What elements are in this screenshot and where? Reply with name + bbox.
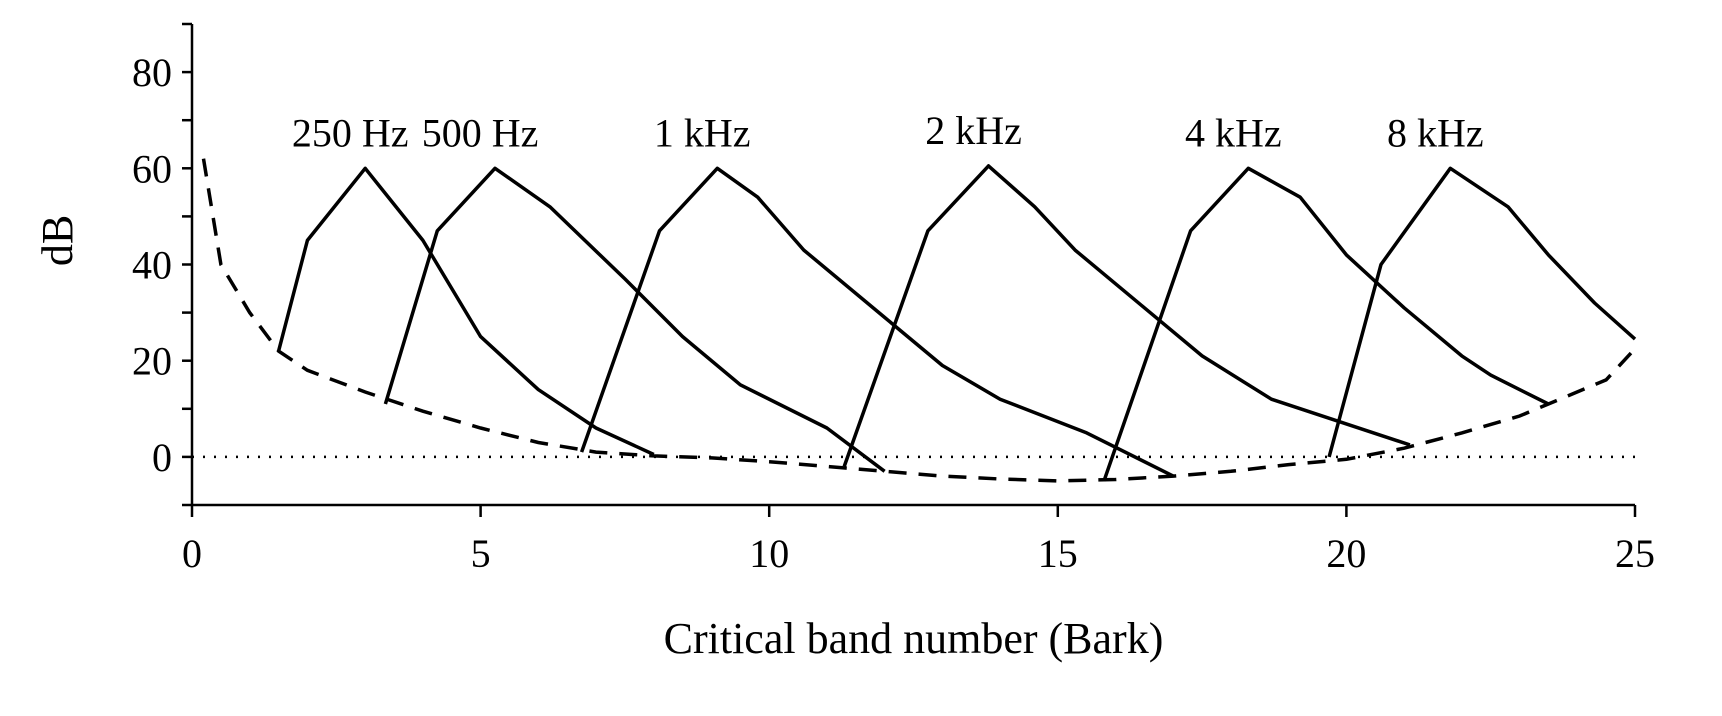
masking-curve-3 bbox=[579, 166, 1174, 478]
curve-label: 250 Hz bbox=[292, 110, 409, 155]
y-tick-label: 20 bbox=[132, 339, 172, 384]
x-tick-label: 0 bbox=[182, 531, 202, 576]
curve-label: 500 Hz bbox=[422, 110, 539, 155]
y-axis-title: dB bbox=[33, 215, 82, 266]
y-tick-label: 80 bbox=[132, 50, 172, 95]
x-tick-label: 15 bbox=[1038, 531, 1078, 576]
hearing-threshold-curve bbox=[201, 158, 1637, 483]
curve-label: 4 kHz bbox=[1185, 110, 1282, 155]
x-tick-label: 5 bbox=[471, 531, 491, 576]
masking-curve-2 bbox=[383, 166, 886, 473]
plot-area bbox=[201, 158, 1637, 483]
masking-curve-4 bbox=[842, 164, 1411, 468]
y-tick-label: 40 bbox=[132, 243, 172, 288]
masking-curve-1 bbox=[276, 166, 655, 457]
curve-label: 8 kHz bbox=[1387, 110, 1484, 155]
curve-label: 1 kHz bbox=[654, 110, 751, 155]
curve-label: 2 kHz bbox=[925, 108, 1022, 153]
masking-curve-5 bbox=[1102, 166, 1550, 482]
x-tick-label: 25 bbox=[1615, 531, 1655, 576]
y-tick-label: 0 bbox=[152, 435, 172, 480]
x-tick-label: 20 bbox=[1326, 531, 1366, 576]
x-tick-label: 10 bbox=[749, 531, 789, 576]
y-tick-label: 60 bbox=[132, 146, 172, 191]
x-axis-title: Critical band number (Bark) bbox=[664, 614, 1164, 663]
masking-curve-6 bbox=[1327, 166, 1637, 458]
labels: 250 Hz 500 Hz 1 kHz 2 kHz 4 kHz 8 kHz Critical… bbox=[33, 108, 1484, 663]
axes: 0 20 40 60 80 0 5 10 15 20 25 bbox=[132, 22, 1655, 576]
